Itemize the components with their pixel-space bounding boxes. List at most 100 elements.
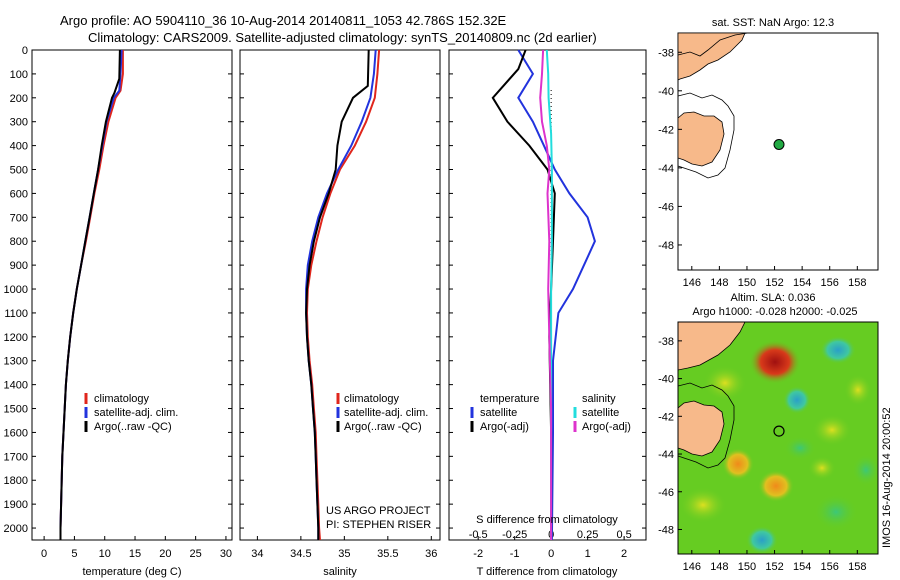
sla-map-frame	[677, 321, 879, 555]
argo-position-marker	[773, 139, 785, 150]
y-tick-label: 1200	[4, 332, 28, 344]
x-tick-label: 25	[190, 548, 202, 560]
y-tick-label: 1800	[4, 475, 28, 487]
argo-position-marker	[773, 425, 785, 437]
map-x-tick-label: 150	[738, 561, 756, 573]
y-tick-label: 800	[10, 236, 28, 248]
tasmania-land	[678, 400, 725, 457]
legend-label-t-argo: Argo(-adj)	[480, 421, 529, 433]
sla-map-title-line2: Argo h1000: -0.028 h2000: -0.025	[692, 306, 857, 318]
map-x-tick-label: 146	[683, 561, 701, 573]
x-tick-label: 20	[159, 548, 171, 560]
legend-header-temperature: temperature	[480, 393, 539, 405]
map-y-tick-label: -48	[658, 524, 674, 536]
map-x-tick-label: 154	[793, 277, 811, 289]
y-tick-label: 0	[22, 45, 28, 57]
sla-anomaly	[722, 448, 754, 480]
map-y-tick-label: -48	[658, 240, 674, 252]
map-x-tick-label: 154	[793, 561, 811, 573]
x-tick-label: 36	[425, 548, 437, 560]
x-tick-label: 34.5	[290, 548, 311, 560]
y-tick-label: 1400	[4, 380, 28, 392]
map-x-tick-label: 152	[765, 561, 783, 573]
x-tick-label: 15	[129, 548, 141, 560]
sla-high-anomaly	[749, 340, 801, 384]
s-tick-label: 0.25	[577, 529, 598, 541]
t-difference-xlabel: T difference from climatology	[477, 566, 618, 578]
sla-anomaly	[784, 436, 816, 460]
temperature-plot: 0 5 10 15 20 25 300100200300400500600700800900…	[4, 45, 233, 560]
map-y-tick-label: -38	[658, 336, 674, 348]
y-tick-label: 1100	[4, 308, 28, 320]
map-x-tick-label: 156	[821, 561, 839, 573]
x-tick-label: 2	[621, 548, 627, 560]
series-line-argo-raw-qc-	[59, 49, 121, 540]
map-x-tick-label: 156	[821, 277, 839, 289]
y-tick-label: 700	[10, 212, 28, 224]
map-x-tick-label: 158	[848, 561, 866, 573]
y-tick-label: 400	[10, 141, 28, 153]
legend-label-climatology: climatology	[94, 393, 150, 405]
mainland-land	[677, 32, 746, 81]
map-y-tick-label: -40	[658, 374, 674, 386]
sla-anomaly	[844, 374, 872, 406]
series-line-climatology	[59, 50, 124, 540]
sst-map	[677, 32, 879, 271]
imos-timestamp: IMOS 16-Aug-2014 20:00:52	[881, 407, 893, 548]
sla-anomaly	[814, 494, 858, 530]
map-y-tick-label: -40	[658, 86, 674, 98]
y-tick-label: 1900	[4, 499, 28, 511]
temperature-legend: climatology satellite-adj. clim. Argo(..…	[84, 393, 178, 433]
y-tick-label: 1300	[4, 356, 28, 368]
s-tick-label: -0.25	[502, 529, 527, 541]
x-tick-label: 35.5	[377, 548, 398, 560]
x-tick-label: 5	[71, 548, 77, 560]
sla-anomaly	[812, 414, 852, 446]
sla-low-anomaly	[820, 336, 856, 364]
series-line-t-argo-adj-	[491, 49, 556, 540]
series-line-s-argo-adj-	[539, 49, 553, 540]
tasmania-shelf-contour	[678, 382, 735, 469]
x-tick-label: 10	[99, 548, 111, 560]
salinity-plot: 34 34.5 35 35.5 36	[240, 49, 440, 560]
y-tick-label: 300	[10, 117, 28, 129]
salinity-xlabel: salinity	[323, 566, 357, 578]
x-tick-label: -1	[510, 548, 520, 560]
y-tick-label: 1600	[4, 427, 28, 439]
legend-label-argo: Argo(..raw -QC)	[344, 421, 422, 433]
map-y-tick-label: -42	[658, 411, 674, 423]
x-tick-label: -2	[473, 548, 483, 560]
map-y-tick-label: -44	[658, 449, 674, 461]
y-tick-label: 500	[10, 165, 28, 177]
map-axes: 146 148 150 152 154 156 158 -38 -40 -42 -44 -46 -48 1…	[658, 47, 866, 573]
sla-map-title-line1: Altim. SLA: 0.036	[731, 292, 816, 304]
mainland-land	[678, 322, 746, 371]
map-y-tick-label: -42	[658, 124, 674, 136]
legend-label-satellite: satellite-adj. clim.	[344, 407, 428, 419]
map-y-tick-label: -44	[658, 163, 674, 175]
series-line-t-satellite	[517, 49, 596, 541]
map-x-tick-label: 158	[848, 277, 866, 289]
x-tick-label: 0	[41, 548, 47, 560]
temperature-xlabel: temperature (deg C)	[82, 566, 181, 578]
x-tick-label: 35	[338, 548, 350, 560]
temperature-panel-frame	[31, 49, 233, 541]
series-line-climatology	[305, 49, 381, 541]
tasmania-land	[677, 111, 725, 167]
x-tick-label: 0	[548, 548, 554, 560]
y-tick-label: 900	[10, 260, 28, 272]
s-tick-label: 0.5	[616, 529, 631, 541]
project-annotation-line2: PI: STEPHEN RISER	[326, 519, 431, 531]
x-tick-label: 1	[585, 548, 591, 560]
y-tick-label: 1700	[4, 451, 28, 463]
legend-label-s-satellite: satellite	[582, 407, 619, 419]
difference-legend: temperature satellite Argo(-adj) salinit…	[470, 393, 631, 433]
y-tick-label: 2000	[4, 523, 28, 535]
tasmania-shelf-contour	[677, 92, 735, 179]
y-tick-label: 1000	[4, 284, 28, 296]
series-line-argo-raw-qc-	[305, 49, 370, 540]
s-difference-xlabel: S difference from climatology	[476, 514, 618, 526]
x-tick-label: 34	[251, 548, 263, 560]
salinity-legend: climatology satellite-adj. clim. Argo(..…	[336, 393, 428, 433]
